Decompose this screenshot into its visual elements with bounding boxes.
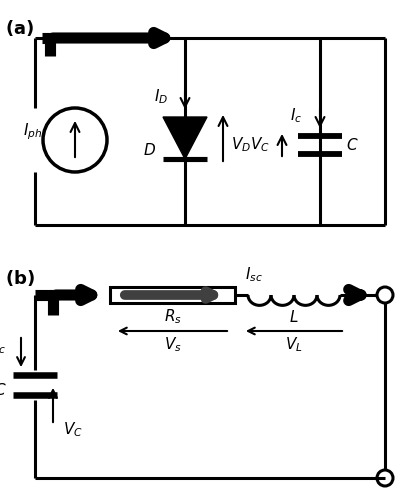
Text: $V_s$: $V_s$ (164, 336, 182, 354)
Text: $\bf{(b)}$: $\bf{(b)}$ (5, 268, 35, 288)
Text: $I_{sc}$: $I_{sc}$ (245, 266, 263, 284)
Text: $R_s$: $R_s$ (164, 308, 182, 326)
Text: $V_L$: $V_L$ (285, 336, 303, 354)
Text: $I_D$: $I_D$ (154, 88, 168, 106)
Text: $V_C$: $V_C$ (250, 136, 270, 154)
Text: $C$: $C$ (346, 137, 358, 153)
Polygon shape (163, 117, 207, 159)
Text: $\bf{(a)}$: $\bf{(a)}$ (5, 18, 35, 38)
Text: $V_C$: $V_C$ (63, 420, 83, 440)
Text: $I_c$: $I_c$ (0, 338, 6, 356)
Text: $D$: $D$ (144, 142, 157, 158)
Bar (110, 287, 235, 303)
Text: $L$: $L$ (289, 309, 299, 325)
Text: $I_{ph}$: $I_{ph}$ (23, 122, 43, 142)
Text: $I_c$: $I_c$ (290, 106, 302, 126)
Text: $V_D$: $V_D$ (231, 136, 251, 154)
Text: $C$: $C$ (0, 382, 6, 398)
